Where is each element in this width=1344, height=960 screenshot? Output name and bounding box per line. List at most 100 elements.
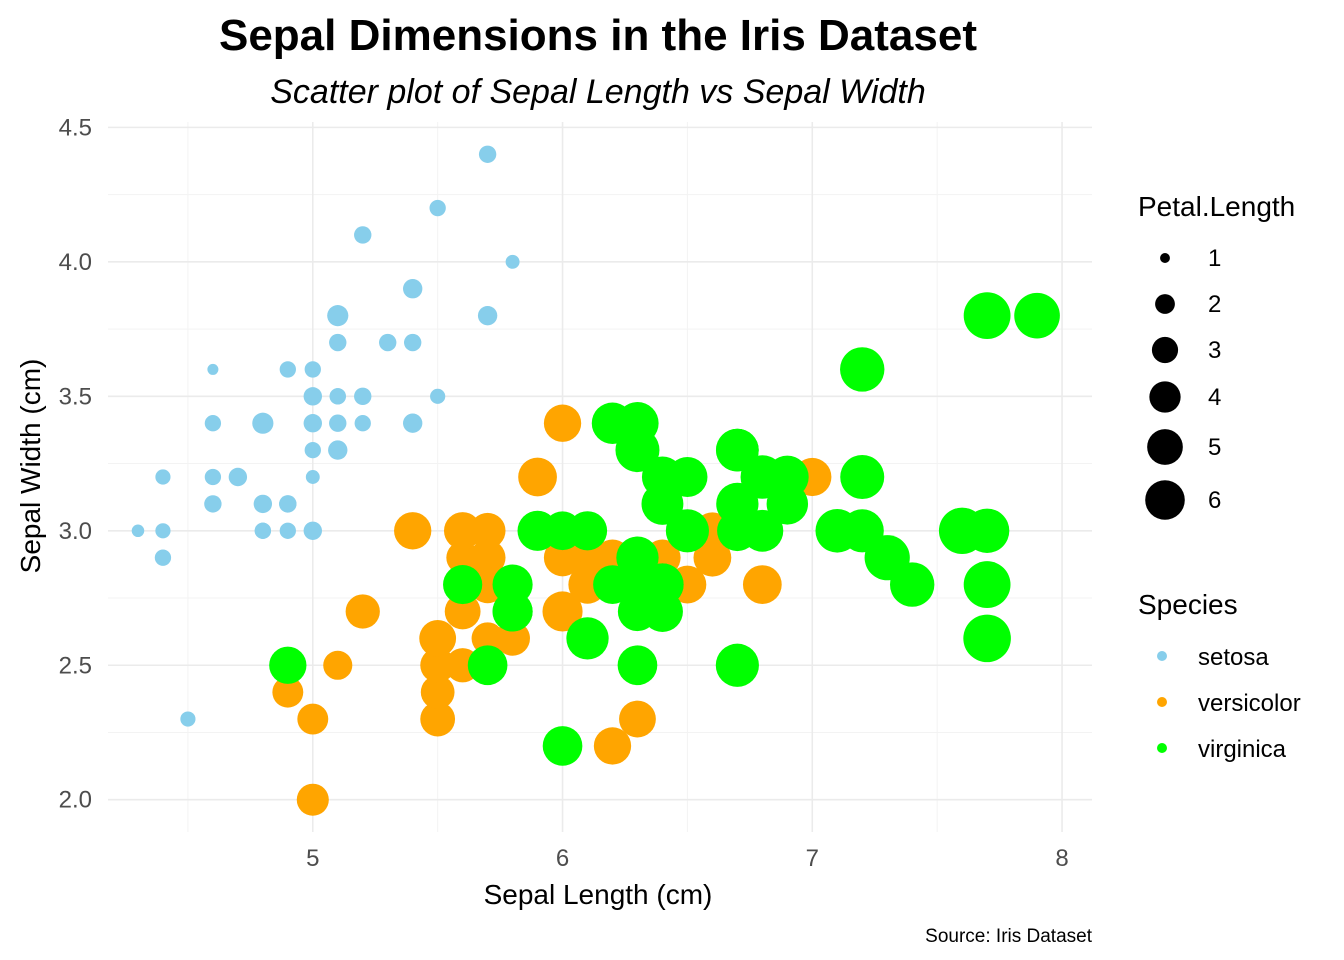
x-tick-label: 7: [806, 845, 819, 872]
data-point: [328, 440, 348, 460]
data-point: [403, 414, 422, 432]
data-point: [305, 470, 320, 484]
data-point: [742, 565, 782, 604]
data-point: [495, 620, 530, 656]
data-point: [429, 199, 446, 217]
data-point: [394, 512, 432, 550]
size-legend-label: 5: [1208, 434, 1221, 461]
data-point: [279, 361, 296, 378]
data-point: [477, 305, 498, 326]
data-point: [379, 333, 397, 352]
data-point: [446, 541, 479, 574]
size-legend-label: 1: [1208, 245, 1221, 272]
data-point: [715, 428, 759, 472]
data-point: [154, 549, 172, 566]
data-point: [272, 676, 304, 708]
y-tick-label: 3.5: [59, 383, 92, 410]
data-point: [204, 468, 222, 486]
data-point: [467, 645, 508, 686]
data-point: [279, 495, 297, 513]
data-point: [619, 700, 656, 738]
data-point: [543, 539, 582, 577]
data-point: [693, 538, 732, 577]
data-point: [641, 482, 684, 525]
data-point: [420, 647, 456, 683]
data-point: [323, 650, 353, 680]
data-point: [155, 469, 171, 485]
size-legend-label: 3: [1208, 337, 1221, 364]
data-point: [297, 703, 329, 735]
data-point: [963, 614, 1011, 663]
data-point: [419, 619, 457, 657]
color-legend-key: [1157, 743, 1167, 753]
color-legend-title: Species: [1138, 589, 1238, 620]
chart-caption: Source: Iris Dataset: [925, 926, 1093, 947]
color-legend-label: virginica: [1198, 736, 1287, 763]
size-legend-label: 6: [1208, 487, 1221, 514]
size-legend-key: [1151, 336, 1179, 364]
y-tick-label: 4.5: [59, 114, 92, 141]
data-point: [593, 727, 632, 765]
data-point: [469, 512, 506, 549]
data-point: [204, 495, 222, 513]
data-point: [296, 783, 329, 816]
data-point: [964, 508, 1010, 553]
size-legend-label: 2: [1208, 291, 1221, 318]
data-point: [889, 562, 935, 607]
chart-subtitle: Scatter plot of Sepal Length vs Sepal Wi…: [270, 73, 926, 111]
size-legend-label: 4: [1208, 384, 1221, 411]
data-point: [421, 675, 455, 709]
data-point: [591, 402, 634, 444]
data-point: [840, 455, 885, 499]
data-point: [354, 226, 372, 244]
data-point: [542, 591, 583, 632]
data-point: [517, 510, 558, 551]
data-point: [840, 509, 884, 553]
y-tick-label: 2.0: [59, 787, 92, 814]
data-point: [303, 387, 322, 406]
data-point: [180, 711, 196, 727]
data-point: [469, 539, 506, 576]
size-legend-key: [1145, 480, 1185, 520]
size-legend-key: [1155, 294, 1175, 314]
data-point: [717, 510, 758, 552]
data-point: [963, 561, 1011, 608]
data-point: [269, 646, 307, 684]
y-tick-label: 2.5: [59, 652, 92, 679]
data-point: [518, 457, 557, 497]
x-tick-label: 8: [1055, 845, 1068, 872]
chart-title: Sepal Dimensions in the Iris Dataset: [219, 11, 977, 60]
size-legend: Petal.Length 1 2 3 4 5 6: [1138, 191, 1295, 520]
x-axis-ticks: 5 6 7 8: [306, 845, 1069, 872]
y-tick-label: 3.0: [59, 518, 92, 545]
color-legend-key: [1157, 651, 1167, 661]
data-point: [617, 645, 658, 686]
data-point: [329, 414, 347, 432]
data-point: [328, 306, 347, 325]
size-legend-key: [1160, 253, 1170, 263]
data-point: [420, 701, 456, 737]
data-point: [767, 483, 808, 524]
color-legend: Species setosa versicolor virginica: [1138, 589, 1301, 763]
data-point: [254, 522, 272, 539]
plot-grid: [108, 122, 1092, 832]
data-point: [566, 617, 609, 660]
data-point: [444, 593, 481, 630]
data-point: [304, 441, 321, 459]
data-point: [207, 363, 219, 375]
data-point: [1014, 292, 1060, 339]
size-legend-title: Petal.Length: [1138, 191, 1295, 222]
data-point: [253, 494, 273, 514]
data-point: [443, 564, 483, 605]
y-axis-title: Sepal Width (cm): [15, 359, 46, 574]
data-point: [403, 333, 422, 352]
data-point: [715, 643, 759, 687]
data-point: [354, 387, 372, 406]
size-legend-key: [1149, 381, 1181, 413]
data-point: [329, 333, 347, 352]
data-point: [430, 388, 446, 404]
x-axis-title: Sepal Length (cm): [484, 879, 713, 910]
data-point: [840, 347, 885, 392]
data-point: [228, 467, 248, 487]
